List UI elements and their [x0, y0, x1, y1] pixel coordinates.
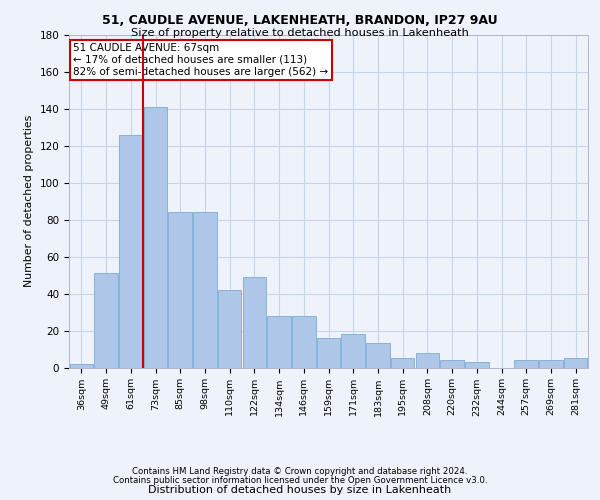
Bar	[242, 277, 266, 368]
Bar	[465, 362, 488, 368]
Text: Size of property relative to detached houses in Lakenheath: Size of property relative to detached ho…	[131, 28, 469, 38]
Bar	[539, 360, 563, 368]
Bar	[70, 364, 93, 368]
Bar	[268, 316, 291, 368]
Text: 51, CAUDLE AVENUE, LAKENHEATH, BRANDON, IP27 9AU: 51, CAUDLE AVENUE, LAKENHEATH, BRANDON, …	[102, 14, 498, 27]
Bar	[193, 212, 217, 368]
Bar	[292, 316, 316, 368]
Text: Distribution of detached houses by size in Lakenheath: Distribution of detached houses by size …	[148, 485, 452, 495]
Bar	[144, 107, 167, 368]
Bar	[94, 274, 118, 368]
Bar	[514, 360, 538, 368]
Bar	[218, 290, 241, 368]
Y-axis label: Number of detached properties: Number of detached properties	[24, 115, 34, 288]
Bar	[341, 334, 365, 368]
Bar	[440, 360, 464, 368]
Text: 51 CAUDLE AVENUE: 67sqm
← 17% of detached houses are smaller (113)
82% of semi-d: 51 CAUDLE AVENUE: 67sqm ← 17% of detache…	[73, 44, 328, 76]
Bar	[416, 352, 439, 368]
Bar	[391, 358, 415, 368]
Bar	[119, 134, 143, 368]
Bar	[564, 358, 587, 368]
Text: Contains public sector information licensed under the Open Government Licence v3: Contains public sector information licen…	[113, 476, 487, 485]
Bar	[366, 344, 389, 367]
Text: Contains HM Land Registry data © Crown copyright and database right 2024.: Contains HM Land Registry data © Crown c…	[132, 467, 468, 476]
Bar	[169, 212, 192, 368]
Bar	[317, 338, 340, 368]
